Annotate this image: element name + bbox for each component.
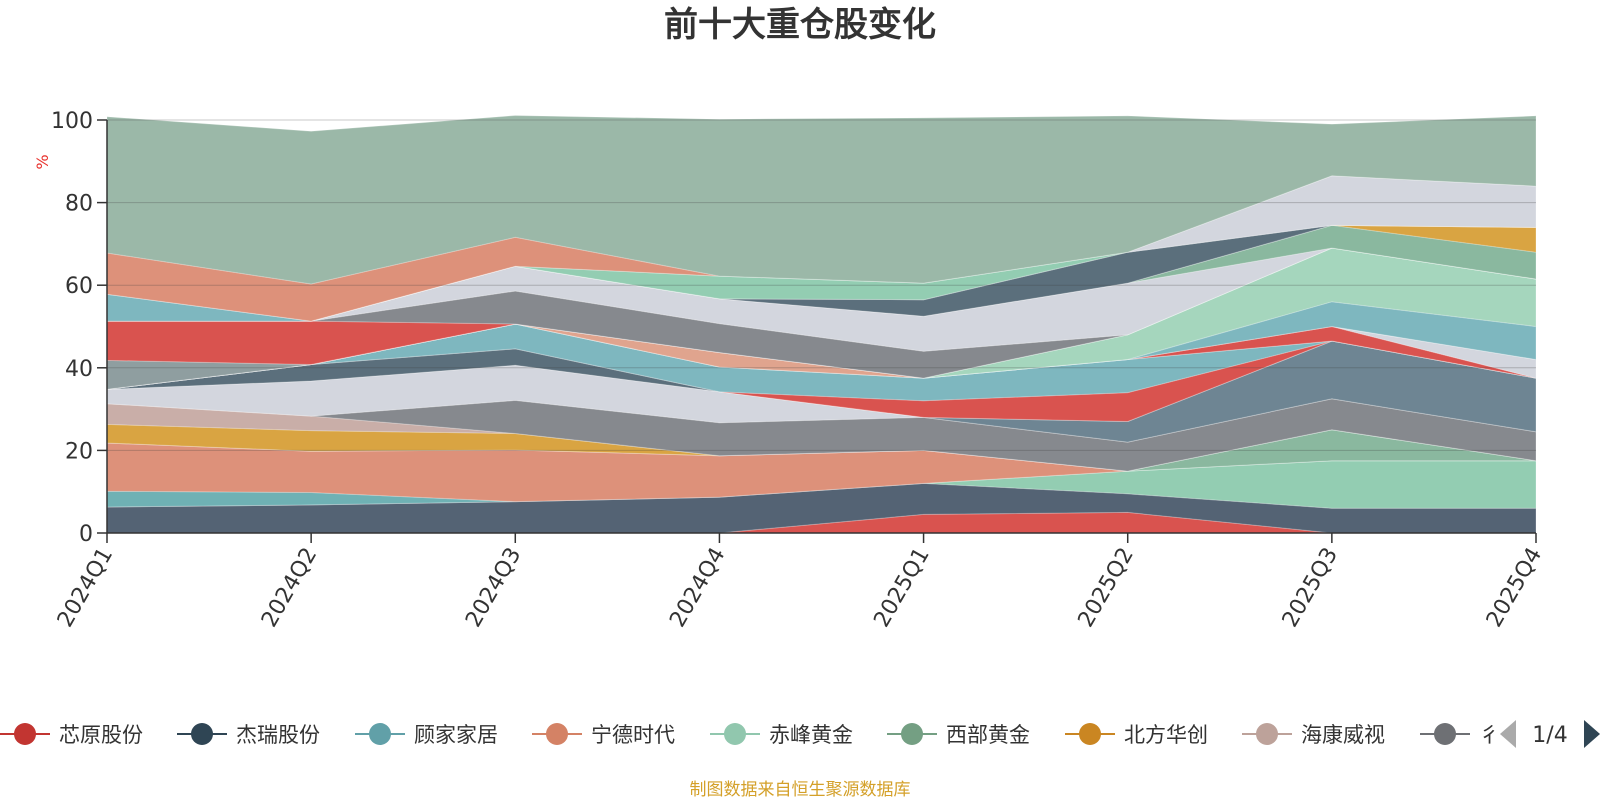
legend-dot-icon [1079,723,1101,745]
area-series-20[interactable] [106,247,1537,390]
legend-dot-icon [724,723,746,745]
legend-label: 彳 [1479,723,1500,747]
area-series-6[interactable] [106,423,1537,472]
legend-dot-icon [14,723,36,745]
grid-lines [107,119,1536,451]
legend-item-4[interactable]: 赤峰黄金 [710,723,853,747]
legend-page-indicator: 1/4 [1532,723,1567,748]
legend-item-2[interactable]: 顾家家居 [355,723,498,747]
x-tick-label-4: 2025Q1 [869,544,934,632]
area-series-18[interactable] [106,301,1537,390]
legend-label: 北方华创 [1124,723,1208,747]
y-tick-label-3: 60 [65,274,93,299]
x-tick-label-5: 2025Q2 [1074,544,1139,632]
legend-item-1[interactable]: 杰瑞股份 [177,723,320,747]
x-tick-label-1: 2024Q2 [257,544,322,632]
legend-label: 西部黄金 [946,723,1030,747]
legend-label: 杰瑞股份 [236,723,320,747]
chart-title: 前十大重仓股变化 [664,5,936,45]
legend-dot-icon [901,723,923,745]
area-series-10[interactable] [106,340,1537,443]
y-tick-label-1: 20 [65,439,93,464]
legend-item-0[interactable]: 芯原股份 [0,723,143,747]
legend-label: 宁德时代 [591,723,675,747]
legend-item-3[interactable]: 宁德时代 [532,723,675,747]
y-tick-label-5: 100 [51,109,93,134]
legend-dot-icon [191,723,213,745]
legend-label: 赤峰黄金 [769,723,853,747]
legend-label: 海康威视 [1301,723,1385,747]
legend-dot-icon [1434,723,1456,745]
legend-dot-icon [1256,723,1278,745]
legend-pager[interactable]: 1/4 [1500,720,1600,748]
legend-item-7[interactable]: 海康威视 [1242,723,1385,747]
data-source-note: 制图数据来自恒生聚源数据库 [690,780,911,800]
legend-dot-icon [369,723,391,745]
area-series-7[interactable] [106,403,1537,472]
x-tick-label-3: 2024Q4 [665,544,730,632]
x-tick-label-6: 2025Q3 [1278,544,1343,632]
area-series-25[interactable] [107,224,1537,322]
x-tick-label-2: 2024Q3 [461,544,526,632]
legend-label: 芯原股份 [59,723,143,747]
area-series-group [106,114,1537,534]
legend-prev-icon[interactable] [1500,720,1516,748]
area-series-19[interactable] [106,247,1537,390]
y-tick-label-2: 40 [65,357,93,382]
area-series-24[interactable] [107,224,1537,322]
legend-item-5[interactable]: 西部黄金 [887,723,1030,747]
legend-next-icon[interactable] [1584,720,1600,748]
x-tick-label-0: 2024Q1 [53,544,118,632]
area-series-9[interactable] [106,364,1537,443]
y-tick-label-0: 0 [79,522,93,547]
legend-item-8[interactable]: 彳 [1420,723,1500,747]
area-series-21[interactable] [106,247,1537,379]
y-axis-unit: % [33,154,52,169]
legend-item-6[interactable]: 北方华创 [1065,723,1208,747]
area-series-31[interactable] [106,114,1537,285]
legend-dot-icon [546,723,568,745]
legend[interactable]: 芯原股份 杰瑞股份 顾家家居 宁德时代 赤峰黄金 西部黄金 北方华创 海康威视 彳 [0,723,1500,747]
y-tick-label-4: 80 [65,192,93,217]
area-series-16[interactable] [106,323,1537,390]
x-tick-label-7: 2025Q4 [1482,544,1547,632]
legend-label: 顾家家居 [414,723,498,747]
